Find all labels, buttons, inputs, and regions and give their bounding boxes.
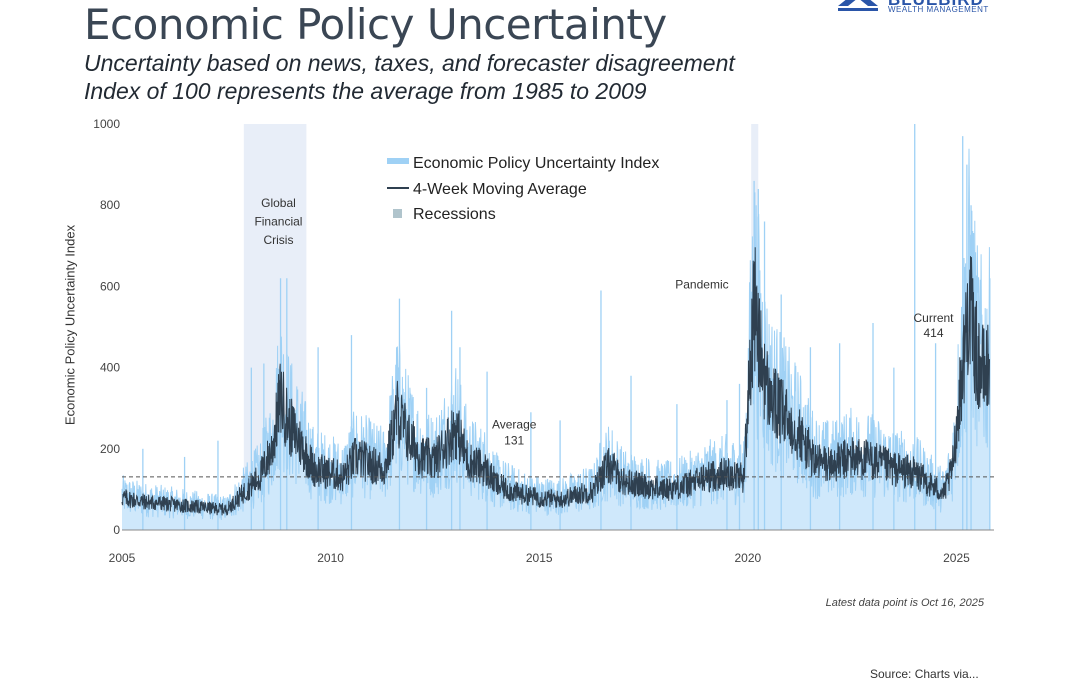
bluebird-logo-icon: [838, 0, 878, 11]
y-tick-label: 400: [100, 361, 120, 375]
annotation-label: Current: [913, 311, 954, 325]
y-tick-label: 1000: [93, 117, 120, 131]
legend-index-label: Economic Policy Uncertainty Index: [413, 155, 659, 172]
brand-name: BLUEBIRD: [888, 0, 984, 10]
legend-ma-swatch: [387, 187, 409, 189]
legend-recession-label: Recessions: [413, 206, 496, 223]
annotation-label: Average: [492, 418, 537, 432]
y-tick-label: 0: [113, 523, 120, 537]
chart-title: Economic Policy Uncertainty: [84, 0, 667, 49]
y-tick-label: 200: [100, 442, 120, 456]
x-tick-label: 2010: [317, 551, 344, 565]
chart-subtitle-2: Index of 100 represents the average from…: [84, 78, 647, 104]
logo-underline: [838, 8, 878, 11]
legend-ma-label: 4-Week Moving Average: [413, 181, 587, 198]
latest-data-note: Latest data point is Oct 16, 2025: [825, 597, 984, 609]
annotation-label: 414: [923, 326, 943, 340]
y-tick-label: 600: [100, 279, 120, 293]
x-tick-label: 2025: [943, 551, 970, 565]
x-tick-label: 2005: [109, 551, 136, 565]
y-tick-label: 800: [100, 198, 120, 212]
source-note: Source: Charts via...: [870, 667, 979, 681]
brand-tagline: WEALTH MANAGEMENT: [888, 5, 989, 14]
annotation-label: Global: [261, 196, 296, 210]
x-tick-label: 2020: [734, 551, 761, 565]
moving-average-line: [121, 247, 990, 516]
legend-recession-swatch: [393, 209, 402, 218]
annotation-label: Pandemic: [675, 277, 728, 291]
legend-index-swatch: [387, 158, 409, 164]
logo-roof-shape: [838, 0, 878, 6]
annotation-label: Financial: [254, 215, 302, 229]
x-tick-label: 2015: [526, 551, 553, 565]
annotation-label: 131: [504, 434, 524, 448]
annotation-label: Crisis: [263, 233, 293, 247]
chart-subtitle-1: Uncertainty based on news, taxes, and fo…: [84, 50, 735, 76]
